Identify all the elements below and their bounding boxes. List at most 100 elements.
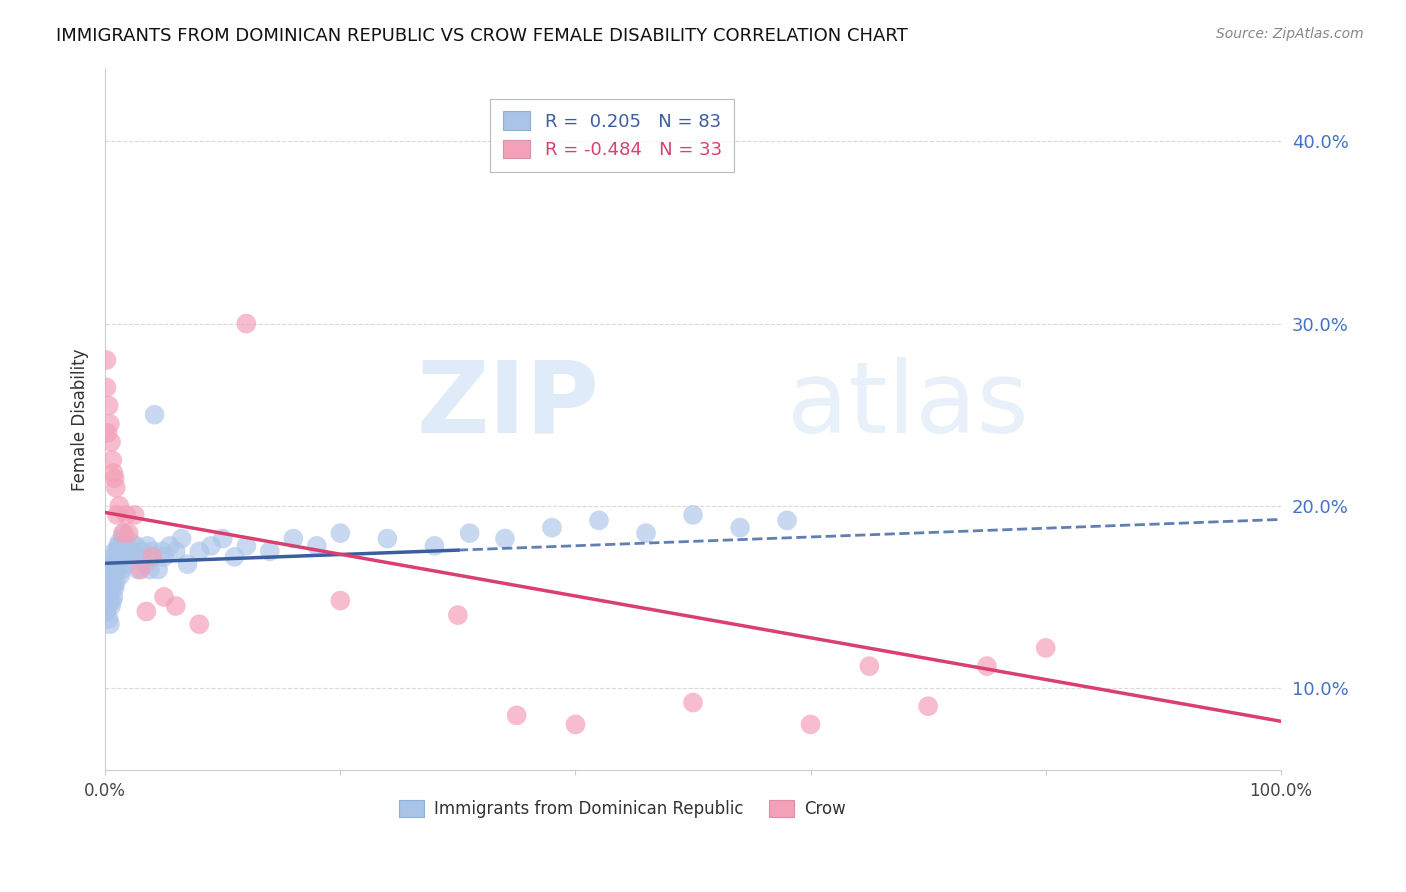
- Point: [127, 563, 149, 577]
- Point: [104, 471, 127, 485]
- Text: Source: ZipAtlas.com: Source: ZipAtlas.com: [1216, 27, 1364, 41]
- Point: [101, 593, 124, 607]
- Point: [329, 593, 352, 607]
- Point: [235, 539, 257, 553]
- Point: [97, 399, 120, 413]
- Point: [305, 539, 328, 553]
- Point: [96, 593, 118, 607]
- Point: [103, 590, 125, 604]
- Point: [97, 612, 120, 626]
- Point: [98, 581, 121, 595]
- Point: [108, 499, 131, 513]
- Point: [682, 508, 704, 522]
- Point: [97, 599, 120, 613]
- Point: [98, 417, 121, 431]
- Point: [634, 526, 657, 541]
- Point: [146, 563, 169, 577]
- Point: [103, 466, 125, 480]
- Point: [129, 563, 152, 577]
- Point: [101, 581, 124, 595]
- Point: [458, 526, 481, 541]
- Point: [120, 535, 142, 549]
- Point: [97, 425, 120, 440]
- Point: [135, 605, 157, 619]
- Point: [103, 568, 125, 582]
- Point: [728, 521, 751, 535]
- Point: [125, 539, 148, 553]
- Point: [505, 708, 527, 723]
- Point: [104, 481, 127, 495]
- Point: [107, 557, 129, 571]
- Point: [111, 563, 134, 577]
- Point: [858, 659, 880, 673]
- Point: [118, 526, 141, 541]
- Point: [110, 544, 132, 558]
- Point: [112, 549, 135, 564]
- Point: [97, 590, 120, 604]
- Point: [100, 557, 122, 571]
- Point: [104, 553, 127, 567]
- Point: [98, 593, 121, 607]
- Point: [105, 508, 128, 522]
- Point: [136, 539, 159, 553]
- Point: [541, 521, 564, 535]
- Point: [122, 544, 145, 558]
- Point: [564, 717, 586, 731]
- Point: [110, 568, 132, 582]
- Point: [329, 526, 352, 541]
- Point: [377, 532, 399, 546]
- Point: [96, 353, 118, 368]
- Point: [108, 557, 131, 571]
- Point: [115, 508, 138, 522]
- Point: [107, 539, 129, 553]
- Point: [159, 539, 181, 553]
- Point: [143, 408, 166, 422]
- Point: [101, 453, 124, 467]
- Point: [976, 659, 998, 673]
- Point: [259, 544, 281, 558]
- Point: [104, 575, 127, 590]
- Point: [423, 539, 446, 553]
- Point: [98, 568, 121, 582]
- Point: [176, 557, 198, 571]
- Point: [111, 539, 134, 553]
- Point: [124, 508, 146, 522]
- Point: [141, 549, 163, 564]
- Point: [224, 549, 246, 564]
- Point: [588, 513, 610, 527]
- Point: [188, 617, 211, 632]
- Point: [129, 549, 152, 564]
- Point: [917, 699, 939, 714]
- Point: [188, 544, 211, 558]
- Point: [494, 532, 516, 546]
- Point: [104, 563, 127, 577]
- Point: [235, 317, 257, 331]
- Point: [1035, 640, 1057, 655]
- Point: [447, 608, 470, 623]
- Point: [800, 717, 823, 731]
- Point: [153, 549, 176, 564]
- Point: [150, 544, 173, 558]
- Point: [111, 532, 134, 546]
- Point: [211, 532, 233, 546]
- Point: [97, 590, 120, 604]
- Point: [111, 526, 134, 541]
- Point: [165, 544, 187, 558]
- Point: [98, 617, 121, 632]
- Point: [105, 563, 128, 577]
- Point: [170, 532, 193, 546]
- Legend: Immigrants from Dominican Republic, Crow: Immigrants from Dominican Republic, Crow: [392, 793, 852, 825]
- Point: [283, 532, 305, 546]
- Point: [117, 549, 139, 564]
- Text: ZIP: ZIP: [416, 357, 599, 454]
- Point: [101, 563, 124, 577]
- Point: [105, 544, 128, 558]
- Point: [153, 590, 176, 604]
- Point: [132, 544, 155, 558]
- Point: [114, 544, 136, 558]
- Point: [139, 563, 162, 577]
- Point: [108, 535, 131, 549]
- Point: [97, 581, 120, 595]
- Point: [96, 605, 118, 619]
- Text: atlas: atlas: [787, 357, 1029, 454]
